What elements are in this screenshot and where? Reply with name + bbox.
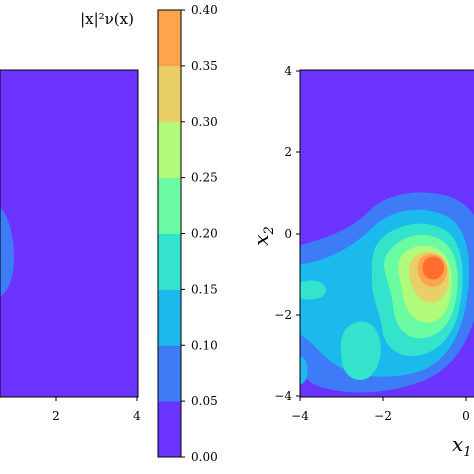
colorbar-band <box>158 65 181 123</box>
left-plot: 2 4 <box>0 69 141 423</box>
right-x-tick-label: 0 <box>462 409 470 423</box>
right-x-tick-label: −4 <box>291 409 309 423</box>
left-plot-frame <box>0 69 139 398</box>
colorbar-tick-label: 0.25 <box>191 171 218 185</box>
colorbar-tick-label: 0.30 <box>191 115 218 129</box>
left-x-tick-label: 2 <box>52 409 60 423</box>
colorbar-tick-label: 0.10 <box>191 338 218 352</box>
colorbar-tick-label: 0.35 <box>191 59 218 73</box>
right-y-ticks: 4 2 0 −2 −4 <box>274 64 300 403</box>
right-y-tick-label: 0 <box>284 227 292 241</box>
right-y-tick-label: 2 <box>284 145 292 159</box>
left-plot-background <box>0 70 138 397</box>
right-x-axis-label: x1 <box>452 432 472 460</box>
colorbar-tick-label: 0.15 <box>191 282 218 296</box>
right-x-ticks: −4 −2 0 <box>291 397 470 423</box>
colorbar-band <box>158 121 181 179</box>
colorbar-bands <box>158 10 181 458</box>
left-x-ticks: 2 4 <box>52 397 141 423</box>
right-plot: −4 −2 0 4 2 0 −2 −4 x2 x1 <box>249 64 474 460</box>
left-x-tick-label: 4 <box>133 409 141 423</box>
right-x-tick-label: −2 <box>374 409 392 423</box>
colorbar-label: |x|²ν(x) <box>80 10 134 28</box>
colorbar-tick-label: 0.00 <box>191 450 218 464</box>
colorbar-band <box>158 345 181 402</box>
colorbar-tick-label: 0.05 <box>191 394 218 408</box>
colorbar-band <box>158 401 181 458</box>
colorbar-band <box>158 233 181 290</box>
right-y-tick-label: −4 <box>274 389 292 403</box>
right-contour-level-0.15-lobe <box>340 321 381 381</box>
right-contours <box>300 192 474 393</box>
colorbar-tick-label: 0.20 <box>191 227 218 241</box>
colorbar-band <box>158 10 181 67</box>
right-contour-level-0.10-spot <box>300 355 308 385</box>
colorbar: 0.00 0.05 0.10 0.15 0.20 0.25 0.30 0.35 0.40 |x|… <box>80 3 218 464</box>
colorbar-ticks: 0.00 0.05 0.10 0.15 0.20 0.25 0.30 0.35 0.40 <box>181 3 218 464</box>
left-contour-level-0.05 <box>0 207 14 297</box>
right-contour-peak <box>422 256 445 280</box>
left-contours <box>0 207 14 297</box>
right-y-axis-label: x2 <box>249 226 277 246</box>
colorbar-band <box>158 177 181 234</box>
colorbar-tick-label: 0.40 <box>191 3 218 17</box>
right-y-tick-label: 4 <box>284 64 292 78</box>
right-contour-level-0.15-left <box>300 280 326 300</box>
right-y-tick-label: −2 <box>274 308 292 322</box>
colorbar-band <box>158 289 181 346</box>
